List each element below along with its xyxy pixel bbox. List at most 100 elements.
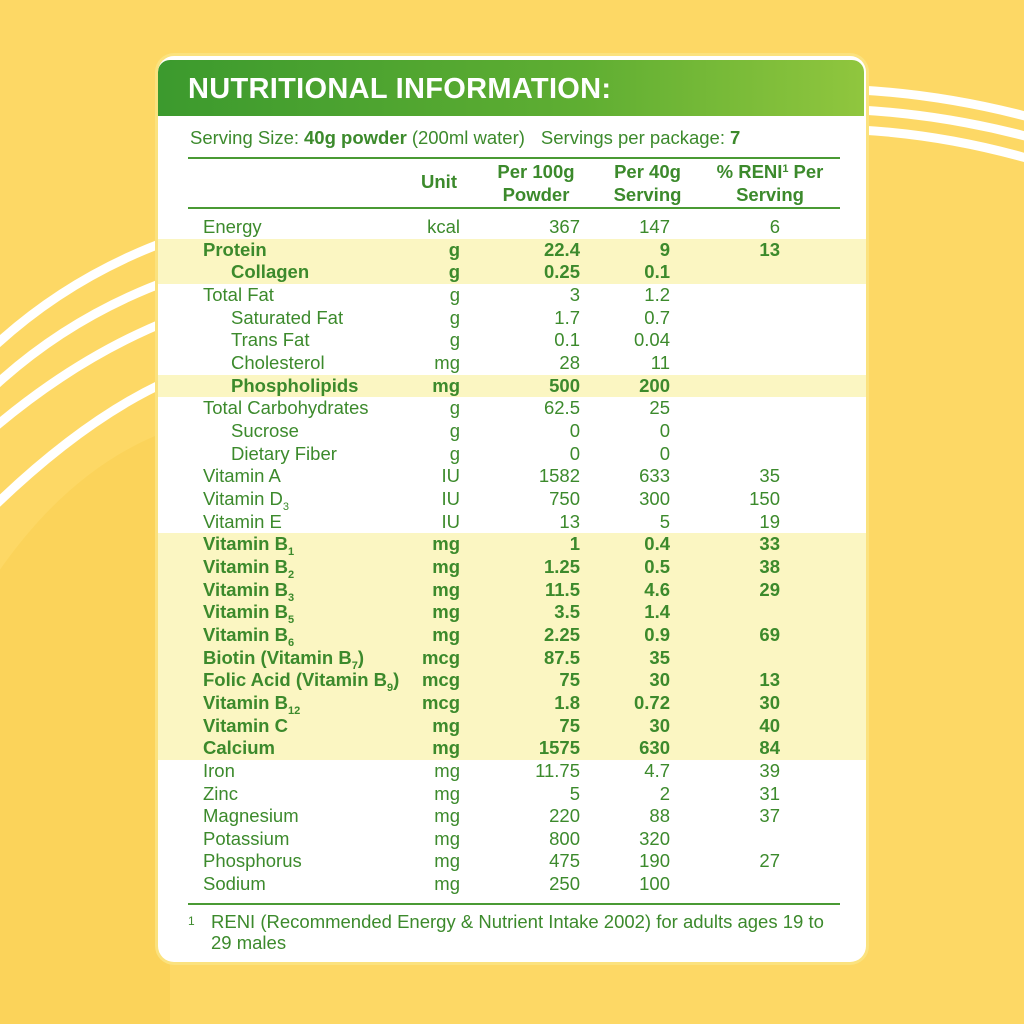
nutrient-name: Calcium [203,737,275,759]
serving-servings: 7 [730,127,741,148]
per-40g: 147 [639,216,670,237]
per-40g: 0.4 [644,533,670,555]
rule [188,903,840,905]
unit: IU [441,465,461,487]
per-100g: 11.75 [535,759,580,781]
unit: mg [434,759,460,781]
highlight-band [158,238,866,284]
rule [188,157,840,159]
reni-footnote-mark: 1 [782,163,789,175]
per-100g: 0 [569,442,580,464]
unit: mg [432,374,460,396]
nutrient-suffix: ) [357,646,364,668]
reni-percent: 150 [749,487,780,509]
reni-percent: 69 [759,623,780,645]
nutrient-label: Vitamin A [203,465,281,487]
unit: mg [432,533,460,555]
nutrient-label: Vitamin B [203,578,288,600]
per-100g: 475 [549,850,580,872]
per-40g: 0.7 [644,306,670,328]
per-100g: 75 [559,669,580,691]
nutrient-name: Vitamin B6 [203,624,294,649]
per-100g: 11.5 [545,578,580,600]
nutrient-label: Vitamin B [203,555,288,577]
reni-percent: 27 [759,850,780,872]
unit: g [449,397,460,419]
per-40g: 0.5 [644,555,670,577]
per-100g: 0.25 [543,261,580,283]
reni-percent: 13 [759,669,780,691]
per-100g: 75 [559,714,580,736]
nutrient-subscript: 7 [351,659,358,672]
nutrient-name: Phosphorus [203,850,302,872]
unit: g [448,261,460,283]
nutrient-name: Vitamin A [203,465,281,487]
nutrient-name: Vitamin D3 [203,487,289,513]
reni-percent: 84 [759,737,780,759]
nutrient-label: Sucrose [231,419,299,441]
nutrient-name: Phospholipids [231,375,358,397]
rule [188,207,840,209]
footnote-mark: 1 [188,914,195,928]
unit: mg [434,827,460,849]
per-40g: 35 [649,646,670,668]
nutrient-label: Vitamin B [203,533,288,555]
per-100g: 500 [549,374,580,396]
unit: g [449,419,460,441]
nutrient-name: Biotin (Vitamin B7) [203,646,364,672]
column-header: Per 100g Powder [497,161,575,205]
nutrient-label: Folic Acid (Vitamin B [203,669,387,691]
per-40g: 88 [649,805,670,827]
per-100g: 2.25 [543,623,580,645]
per-40g: 1.2 [644,283,670,305]
serving-serving-size-label: Serving Size: [190,127,299,148]
per-100g: 1.8 [554,691,580,713]
nutrient-label: Biotin (Vitamin B [203,646,352,668]
nutrient-label: Total Fat [203,283,274,305]
nutrient-label: Trans Fat [231,329,310,351]
per-40g: 25 [649,397,670,419]
nutrient-name: Vitamin B2 [203,555,295,581]
nutrient-name: Sucrose [231,420,299,442]
nutrient-label: Calcium [203,737,275,759]
per-100g: 250 [549,873,580,895]
reni-percent: 13 [759,238,780,260]
nutrient-name: Iron [203,760,235,782]
nutrient-subscript: 2 [287,568,295,581]
nutrient-name: Total Carbohydrates [203,397,369,419]
unit: g [449,283,460,305]
nutrient-label: Sodium [203,873,266,895]
unit: g [448,238,460,260]
unit: IU [441,510,461,532]
reni-percent: 29 [759,578,780,600]
reni-header: Per Serving [736,161,824,205]
nutrient-name: Sodium [203,873,266,895]
nutrient-name: Saturated Fat [231,307,343,329]
per-100g: 28 [559,351,580,373]
per-100g: 0.1 [554,329,580,351]
per-100g: 62.5 [543,397,580,419]
nutrient-label: Magnesium [203,805,299,827]
unit: mg [432,555,460,577]
reni-percent: 6 [769,216,780,237]
column-header: Unit [421,171,457,192]
per-100g: 3 [569,283,580,305]
nutrient-label: Vitamin D [203,487,283,509]
unit: mg [432,578,460,600]
nutrient-label: Potassium [203,827,290,849]
nutrient-subscript: 9 [387,682,394,695]
unit: mg [434,351,460,373]
per-40g: 0.9 [644,623,670,645]
reni-header: % RENI [716,161,783,182]
serving-water: (200ml water) [411,127,525,148]
unit: kcal [427,216,460,237]
nutrient-label: Collagen [231,261,310,283]
nutrient-subscript: 3 [282,500,289,513]
nutrient-name: Protein [203,239,267,261]
per-40g: 0.1 [644,261,670,283]
unit: mg [432,623,460,645]
per-40g: 30 [649,669,670,691]
per-100g: 800 [549,827,580,849]
